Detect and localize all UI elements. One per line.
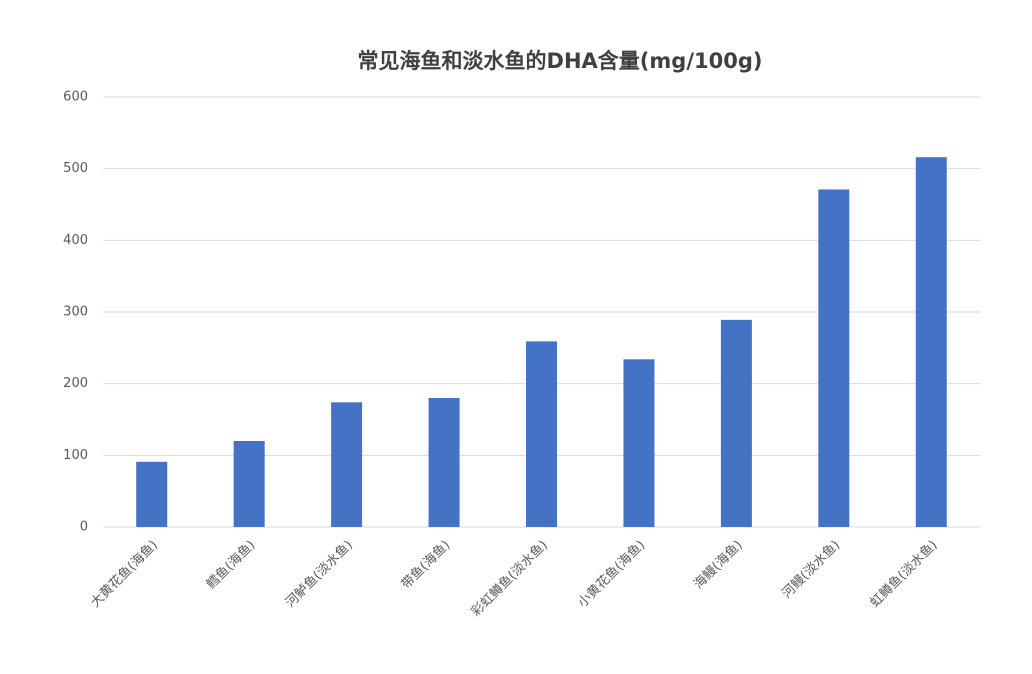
bar <box>233 441 265 527</box>
x-tick-label: 鳕鱼(海鱼) <box>203 537 258 592</box>
y-tick-label: 300 <box>63 305 88 320</box>
bar <box>818 189 850 527</box>
chart-title: 常见海鱼和淡水鱼的DHA含量(mg/100g) <box>358 49 763 73</box>
x-tick-label: 大黄花鱼(海鱼) <box>87 537 161 611</box>
bar <box>623 359 655 527</box>
bar <box>331 402 363 527</box>
x-tick-label: 带鱼(海鱼) <box>398 537 453 592</box>
x-tick-label: 河鲈鱼(淡水鱼) <box>282 537 356 611</box>
x-tick-label: 彩虹鳟鱼(淡水鱼) <box>468 537 551 620</box>
y-tick-label: 500 <box>63 161 88 176</box>
y-tick-label: 200 <box>63 376 88 391</box>
y-tick-label: 100 <box>63 448 88 463</box>
bar <box>720 319 752 527</box>
bar <box>428 398 460 527</box>
x-tick-label: 虹鳟鱼(淡水鱼) <box>867 537 941 611</box>
x-tick-label: 河鳗(淡水鱼) <box>779 537 843 601</box>
bar <box>136 461 168 527</box>
x-tick-label: 小黄花鱼(海鱼) <box>575 537 649 611</box>
bar <box>526 341 557 527</box>
y-tick-label: 400 <box>63 233 88 248</box>
y-tick-label: 600 <box>63 90 88 105</box>
bar <box>915 157 947 527</box>
x-tick-label: 海鳗(海鱼) <box>690 537 745 592</box>
y-tick-label: 0 <box>80 520 88 535</box>
